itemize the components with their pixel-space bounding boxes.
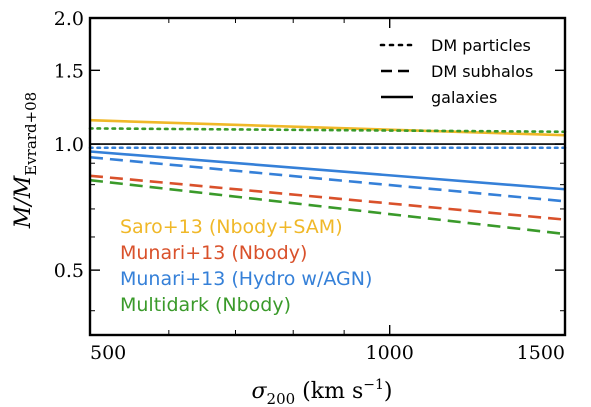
legend-label: Saro+13 (Nbody+SAM) xyxy=(120,216,343,238)
series-line-0 xyxy=(89,118,566,137)
legend-label: Munari+13 (Nbody) xyxy=(120,242,307,264)
y-tick-label: 1.5 xyxy=(54,60,84,82)
plot-frame xyxy=(88,16,567,337)
y-axis-label: M/MEvrard+08 xyxy=(11,92,40,229)
x-tick-label: 500 xyxy=(90,342,126,364)
legend-label: DM subhalos xyxy=(431,62,533,81)
series-layer xyxy=(88,118,567,236)
y-tick-label: 0.5 xyxy=(54,260,84,282)
y-tick-label: 1.0 xyxy=(54,134,84,156)
series-line-3 xyxy=(89,150,566,191)
style-legend: DM particles DM subhalos galaxies xyxy=(379,36,533,107)
x-tick-label: 1000 xyxy=(366,342,414,364)
series-line-4 xyxy=(89,155,566,203)
legend-label: Munari+13 (Hydro w/AGN) xyxy=(120,268,372,290)
x-axis-label: σ200 (km s−1) xyxy=(252,377,393,407)
ticks-layer: 500 1000 1500 0.5 1.0 1.5 2.0 xyxy=(54,8,566,364)
x-tick-label: 1500 xyxy=(517,342,565,364)
color-legend: Saro+13 (Nbody+SAM) Munari+13 (Nbody) Muna… xyxy=(120,216,372,316)
y-tick-label: 2.0 xyxy=(54,8,84,30)
legend-label: galaxies xyxy=(431,88,497,107)
legend-label: Multidark (Nbody) xyxy=(120,294,291,316)
legend-label: DM particles xyxy=(431,36,531,55)
